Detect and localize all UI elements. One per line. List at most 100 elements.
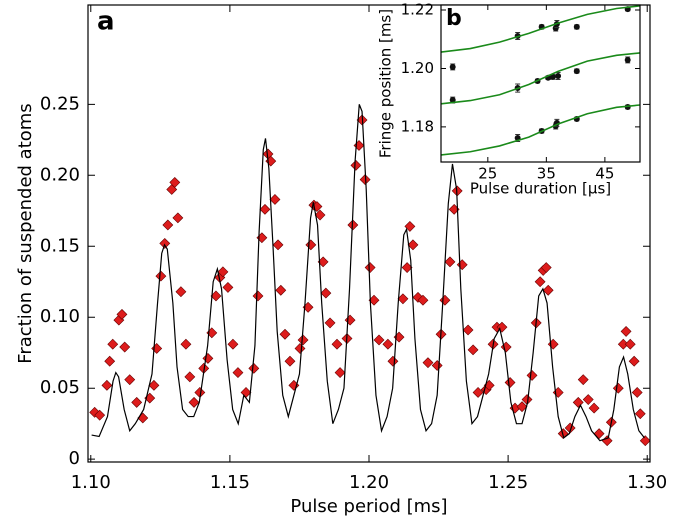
- data-point: [462, 324, 474, 336]
- data-point: [624, 338, 636, 350]
- x-axis-label: Pulse duration [µs]: [470, 180, 611, 198]
- data-point: [350, 159, 362, 171]
- data-point: [422, 357, 434, 369]
- data-point: [631, 387, 643, 398]
- data-point: [227, 338, 239, 350]
- y-tick-label: 0: [69, 448, 80, 469]
- data-point: [504, 377, 516, 388]
- plot: [89, 104, 650, 447]
- data-point: [324, 317, 336, 329]
- data-point: [272, 239, 284, 251]
- fit-line: [91, 104, 645, 442]
- data-point: [624, 56, 631, 63]
- panel-label: b: [446, 6, 462, 31]
- data-point: [248, 362, 260, 374]
- data-point: [172, 212, 184, 224]
- data-point: [382, 338, 394, 350]
- panel-label: a: [97, 7, 115, 37]
- y-tick-label: 0.25: [40, 93, 80, 114]
- data-point: [467, 344, 479, 356]
- x-tick-label: 45: [595, 165, 614, 183]
- data-point: [175, 286, 187, 298]
- data-point: [107, 338, 119, 350]
- data-point: [620, 326, 632, 337]
- data-point: [407, 239, 419, 251]
- data-point: [516, 401, 528, 413]
- data-point: [639, 435, 650, 447]
- data-point: [101, 379, 113, 391]
- fit-line: [441, 52, 640, 105]
- data-point: [104, 355, 116, 367]
- x-tick-label: 1.20: [349, 472, 389, 493]
- data-point: [444, 256, 456, 268]
- y-axis-label: Fringe position [ms]: [377, 9, 395, 158]
- data-point: [279, 328, 291, 340]
- data-point: [169, 176, 181, 188]
- data-point: [331, 338, 343, 350]
- data-point: [573, 23, 580, 30]
- data-point: [634, 408, 646, 420]
- data-point: [180, 338, 192, 350]
- panel: 25 35 45 1.18 1.20 1.22 Pulse duration [µs] Fri…: [377, 0, 641, 198]
- data-point: [449, 97, 456, 104]
- fit-line: [441, 104, 640, 156]
- data-point: [573, 68, 580, 75]
- data-point: [188, 396, 200, 408]
- data-point: [417, 294, 429, 306]
- data-point: [540, 262, 552, 273]
- data-point: [472, 387, 484, 398]
- data-point: [294, 343, 306, 354]
- data-point: [222, 282, 234, 293]
- x-axis-label: Pulse period [ms]: [290, 496, 447, 517]
- data-point: [94, 409, 106, 421]
- data-point: [577, 374, 589, 386]
- data-point: [155, 270, 167, 282]
- y-tick-label: 0.20: [40, 164, 80, 185]
- x-tick-label: 1.25: [488, 472, 528, 493]
- data-point: [534, 276, 546, 288]
- y-tick-label: 1.18: [401, 117, 434, 135]
- fit-line: [441, 5, 640, 53]
- data-point: [159, 238, 171, 249]
- data-point: [148, 379, 160, 391]
- data-point: [526, 370, 538, 381]
- data-point: [582, 394, 594, 405]
- data-point: [119, 341, 131, 353]
- data-point: [314, 209, 326, 221]
- y-tick-label: 1.20: [401, 59, 434, 77]
- data-point: [297, 334, 309, 346]
- data-point: [269, 194, 281, 205]
- data-point: [588, 402, 600, 414]
- data-point: [284, 355, 296, 367]
- data-point: [131, 396, 143, 408]
- data-point: [184, 371, 196, 383]
- data-point: [364, 262, 376, 273]
- data-point: [397, 293, 409, 305]
- x-tick-label: 1.30: [627, 472, 667, 493]
- data-point: [549, 73, 556, 80]
- data-point: [217, 266, 229, 278]
- data-point: [373, 334, 385, 346]
- data-point: [116, 308, 128, 320]
- y-axis-label: Fraction of suspended atoms: [15, 103, 36, 363]
- data-point: [555, 73, 562, 80]
- y-tick-label: 0.05: [40, 377, 80, 398]
- plot: [441, 5, 640, 156]
- data-point: [252, 290, 264, 302]
- axes-frame: [440, 4, 641, 163]
- x-tick-label: 35: [537, 165, 556, 183]
- data-point: [542, 284, 554, 296]
- x-tick-label: 25: [478, 165, 497, 183]
- data-point: [232, 367, 244, 379]
- data-point: [387, 355, 399, 367]
- data-point: [404, 220, 416, 232]
- y-tick-label: 0.10: [40, 306, 80, 327]
- data-point: [124, 374, 136, 386]
- y-tick-label: 1.22: [401, 0, 434, 18]
- data-point: [275, 284, 287, 296]
- data-point: [162, 219, 174, 231]
- data-point: [449, 63, 456, 70]
- data-point: [320, 287, 332, 299]
- x-tick-label: 1.15: [210, 472, 250, 493]
